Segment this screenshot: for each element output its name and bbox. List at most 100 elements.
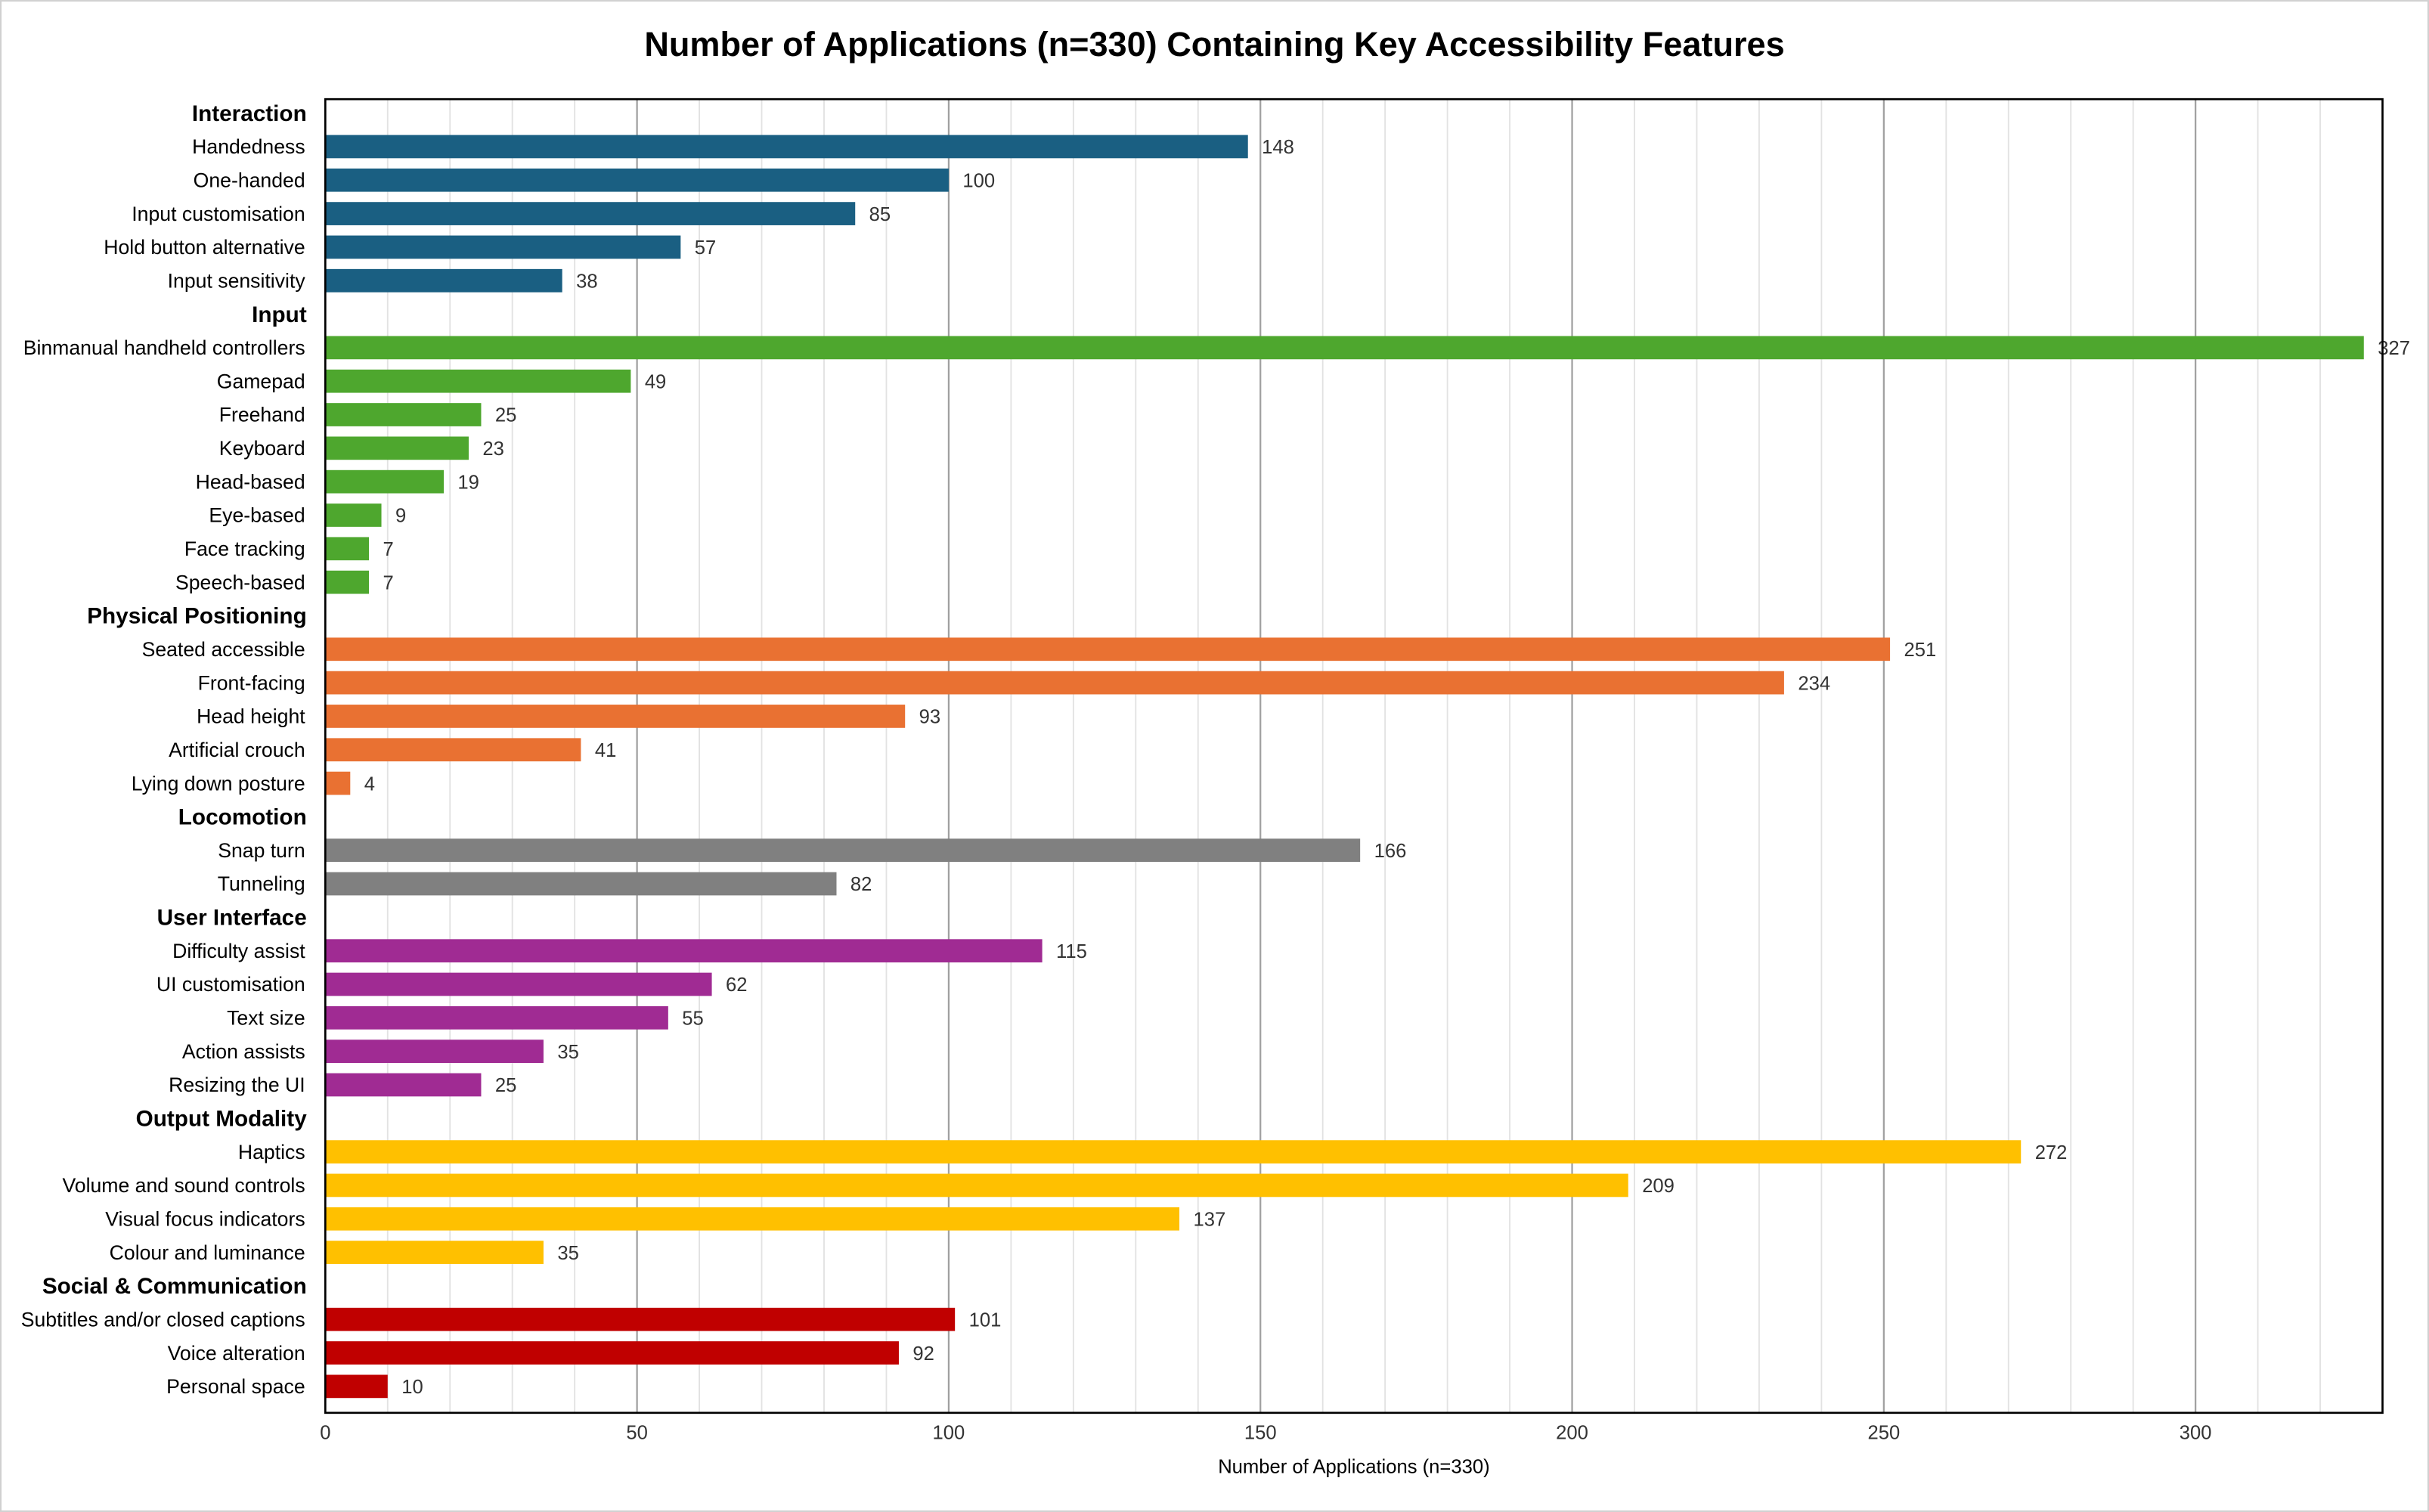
data-label: 115 — [1056, 941, 1087, 962]
x-axis-ticks: 0 50 100 150 200 250 300 — [320, 1423, 2211, 1444]
bars: 1481008557383274925231997725123493414166… — [325, 135, 2410, 1399]
category-label: Difficulty assist — [172, 940, 305, 962]
category-label: Subtitles and/or closed captions — [21, 1308, 305, 1331]
category-label: Tunneling — [218, 872, 305, 895]
bar — [325, 570, 370, 594]
data-label: 101 — [969, 1309, 1002, 1331]
category-label: Action assists — [182, 1040, 305, 1063]
data-label: 7 — [383, 539, 393, 560]
category-label: Artificial crouch — [169, 739, 305, 761]
category-label: Input sensitivity — [168, 269, 306, 292]
bar — [325, 1040, 544, 1064]
bar — [325, 671, 1784, 695]
group-label: Social & Communication — [42, 1274, 307, 1299]
data-label: 23 — [482, 438, 504, 460]
x-tick-label: 0 — [320, 1423, 330, 1444]
category-label: Input customisation — [132, 203, 305, 225]
category-label: Voice alteration — [168, 1342, 305, 1365]
data-label: 148 — [1262, 137, 1294, 158]
bar — [325, 1005, 668, 1030]
bar — [325, 1173, 1628, 1198]
data-label: 4 — [364, 773, 375, 795]
data-label: 251 — [1904, 640, 1937, 661]
group-label: Physical Positioning — [87, 604, 307, 629]
data-label: 25 — [495, 1075, 517, 1096]
data-label: 35 — [557, 1243, 579, 1264]
category-label: Freehand — [219, 404, 305, 426]
data-label: 92 — [912, 1343, 934, 1365]
bar — [325, 1241, 544, 1264]
bar — [325, 202, 856, 225]
chart-title: Number of Applications (n=330) Containin… — [644, 25, 1784, 64]
bar — [325, 235, 681, 259]
data-label: 166 — [1374, 841, 1407, 862]
data-label: 272 — [2035, 1142, 2068, 1163]
category-label: Binmanual handheld controllers — [23, 336, 305, 359]
bar — [325, 503, 382, 527]
category-label: Speech-based — [175, 571, 305, 593]
category-label: Head-based — [196, 470, 305, 493]
category-label: Snap turn — [218, 839, 305, 862]
x-tick-label: 150 — [1244, 1423, 1277, 1444]
bar — [325, 1207, 1180, 1231]
category-label: Seated accessible — [142, 638, 305, 661]
bar — [325, 168, 949, 192]
category-label: Lying down posture — [132, 772, 305, 795]
category-label: Resizing the UI — [169, 1074, 305, 1096]
category-label: Front-facing — [198, 671, 305, 694]
bar — [325, 336, 2364, 360]
bar — [325, 1341, 899, 1365]
plot-frame — [324, 98, 2384, 1414]
category-label: Handedness — [192, 135, 305, 158]
bar — [325, 972, 712, 996]
data-label: 38 — [576, 271, 598, 292]
data-label: 41 — [595, 740, 617, 761]
x-tick-label: 300 — [2180, 1423, 2212, 1444]
bar — [325, 436, 469, 460]
data-label: 137 — [1193, 1209, 1225, 1230]
bar — [325, 771, 351, 795]
category-label: Text size — [227, 1007, 305, 1030]
data-label: 10 — [401, 1377, 423, 1398]
x-axis-label: Number of Applications (n=330) — [1218, 1457, 1489, 1478]
bar — [325, 1374, 388, 1399]
data-label: 49 — [645, 371, 667, 392]
group-label: Interaction — [192, 101, 307, 126]
bar — [325, 838, 1361, 863]
bar — [325, 135, 1248, 159]
x-tick-label: 250 — [1867, 1423, 1900, 1444]
data-label: 85 — [869, 204, 891, 225]
bar — [325, 738, 581, 762]
data-label: 62 — [726, 974, 748, 996]
data-label: 82 — [850, 874, 872, 895]
group-label: User Interface — [157, 906, 307, 931]
data-label: 209 — [1642, 1176, 1675, 1197]
bar — [325, 939, 1043, 963]
data-label: 57 — [695, 237, 717, 259]
data-label: 35 — [557, 1042, 579, 1063]
category-label: UI customisation — [156, 973, 305, 996]
bar — [325, 1140, 2022, 1163]
data-label: 19 — [457, 472, 479, 493]
category-label: Gamepad — [217, 370, 305, 392]
category-label: Keyboard — [219, 437, 305, 460]
bar — [325, 705, 906, 728]
category-label: Eye-based — [209, 504, 305, 527]
bar — [325, 637, 1891, 662]
data-label: 9 — [395, 506, 406, 527]
data-label: 55 — [682, 1009, 704, 1030]
group-label: Output Modality — [136, 1107, 308, 1132]
category-label: Hold button alternative — [104, 236, 305, 259]
category-label: One-handed — [194, 169, 305, 191]
category-label: Colour and luminance — [110, 1241, 305, 1264]
bar — [325, 1307, 956, 1331]
data-label: 234 — [1798, 673, 1830, 694]
category-label: Volume and sound controls — [62, 1174, 305, 1197]
group-label: Input — [252, 302, 307, 327]
data-label: 93 — [919, 707, 941, 728]
data-label: 25 — [495, 405, 517, 426]
bar — [325, 469, 444, 494]
x-tick-label: 50 — [626, 1423, 648, 1444]
x-tick-label: 100 — [933, 1423, 965, 1444]
